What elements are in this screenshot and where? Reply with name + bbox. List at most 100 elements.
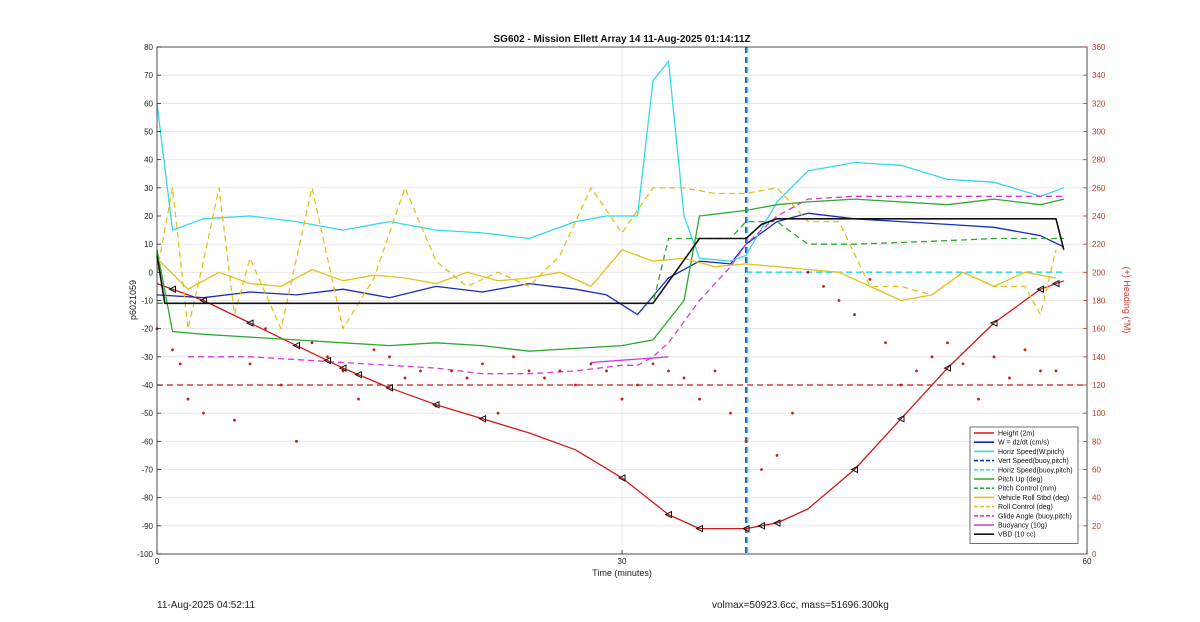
legend-entry: Vehicle Roll Stbd (deg) [998,495,1069,502]
heading-point [450,369,453,373]
series-line [188,195,1064,375]
height-marker [943,364,951,372]
heading-point [760,468,763,471]
height-marker [199,296,207,305]
height-marker [989,319,998,327]
heading-point [178,362,182,366]
height-marker [168,285,176,294]
heading-point [822,285,825,288]
heading-point [264,327,267,331]
y-right-tick-label: 40 [1092,494,1101,503]
y-right-tick-label: 60 [1092,466,1101,475]
heading-point [1023,348,1027,352]
legend-box [969,426,1079,544]
heading-point [853,313,856,316]
heading-point [202,411,205,415]
legend-entry: Vert Speed(buoy,pitch) [998,458,1069,465]
heading-point [574,383,577,387]
heading-point [496,411,500,415]
heading-point [729,411,732,415]
heading-point [992,355,996,359]
legend-entry: Horiz Speed(buoy,pitch) [998,467,1073,474]
heading-point [589,362,593,366]
height-marker [772,519,781,527]
series-line [156,249,1057,302]
footer-volume-mass: volmax=50923.6cc, mass=51696.300kg [712,600,889,611]
y-tick-label: -100 [137,550,154,559]
height-marker [695,524,703,533]
y-tick-label: 60 [144,99,153,108]
y-right-tick-label: 220 [1092,240,1106,249]
series-line [590,356,669,364]
series-line [156,280,1065,530]
heading-point [946,341,949,345]
y-tick-label: -30 [141,353,153,362]
y-right-tick-label: 280 [1092,156,1106,165]
height-marker [664,510,672,519]
legend-entry: Buoyancy (10g) [998,523,1047,530]
y-axis-label: p6021059 [128,280,138,320]
legend: Height (2m) W = dz/dt (cm/s) Horiz Speed(W… [969,426,1079,544]
series-line [156,60,1065,262]
heading-point [651,362,655,366]
height-marker [323,356,331,365]
y-right-tick-label: 200 [1092,268,1106,277]
heading-point [186,397,190,401]
chart-canvas: 0 30 6080706050403020100-10-20-30-40-50-60… [128,34,1132,578]
heading-point [326,355,329,359]
height-marker [741,524,750,533]
heading-point [310,341,314,345]
y-right-tick-label: 100 [1092,409,1106,418]
y-tick-label: 50 [144,128,153,137]
heading-point [248,362,252,366]
height-marker [385,384,393,392]
height-marker [292,341,300,350]
heading-point [171,348,174,352]
y-tick-label: 10 [144,240,153,249]
x-tick-label: 0 [155,557,160,566]
heading-point [357,397,360,401]
heading-point [543,376,546,380]
height-marker [431,400,440,409]
height-marker [478,414,486,423]
heading-point [512,355,515,359]
legend-entry: Height (2m) [998,431,1035,438]
series-line [156,187,1057,330]
heading-point [837,299,841,302]
y-right-tick-label: 160 [1092,325,1106,334]
heading-point [961,362,965,366]
x-tick-label: 30 [618,557,627,566]
heading-point [233,418,236,422]
heading-point [775,454,779,457]
height-marker [245,319,254,327]
y-right-tick-label: 0 [1092,550,1097,559]
height-marker [338,364,347,372]
legend-entry: W = dz/dt (cm/s) [998,440,1049,447]
height-marker [757,522,765,530]
y-tick-label: 40 [144,156,153,165]
y-tick-label: -90 [141,522,153,531]
heading-point [713,369,717,373]
heading-point [868,277,872,281]
y-tick-label: -20 [141,325,153,334]
heading-point [977,397,980,401]
series-line [156,212,1065,316]
heading-point [388,355,391,359]
plot-series [155,47,1087,554]
chart-title: SG602 - Mission Ellett Array 14 11-Aug-2… [494,34,751,45]
y-right-tick-label: 240 [1092,212,1106,221]
legend-entry: Horiz Speed(W,pitch) [998,449,1064,456]
y-right-tick-label: 340 [1092,71,1106,80]
footer-timestamp: 11-Aug-2025 04:52:11 [157,600,256,611]
heading-point [620,397,624,401]
heading-point [1008,376,1011,380]
height-marker [1036,285,1044,294]
heading-point [682,376,686,380]
y-right-tick-label: 320 [1092,99,1106,108]
y-tick-label: -40 [141,381,153,390]
y-right-tick-label: 20 [1092,522,1101,531]
y-right-tick-label: 140 [1092,353,1106,362]
height-marker [850,465,858,474]
heading-point [558,369,562,373]
heading-point [372,348,376,352]
